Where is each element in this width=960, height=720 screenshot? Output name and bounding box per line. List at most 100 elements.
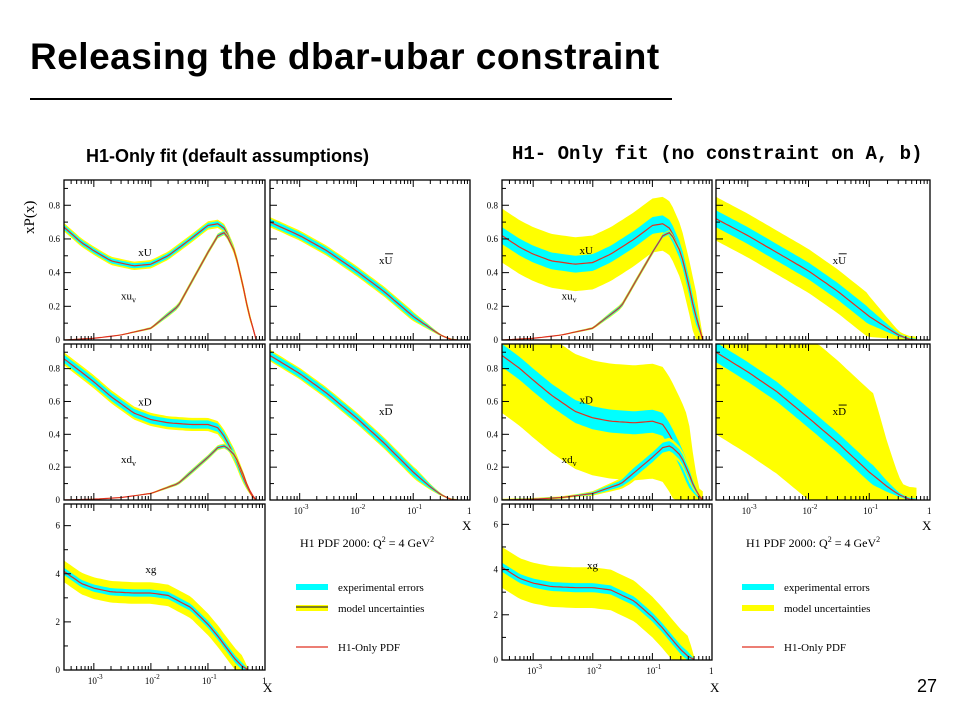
exp-band-xD-bar (270, 351, 458, 500)
model-band-xg (64, 560, 248, 670)
central-line-xU (502, 223, 704, 340)
page-number: 27 (917, 676, 938, 696)
central-line-xuv (502, 231, 704, 340)
legend-label-2: H1-Only PDF (784, 642, 846, 654)
central-line-xg (64, 570, 249, 670)
exp-band-xg (502, 562, 695, 660)
info-text: H1 PDF 2000: Q2 = 4 GeV2 (746, 535, 880, 550)
panel-frame (501, 343, 713, 501)
panel-1-0 (502, 196, 704, 340)
x-axis-label: X (263, 680, 273, 695)
model-band-xD (64, 352, 257, 500)
central-line-xdv (502, 445, 704, 500)
central-line-xD (64, 358, 257, 500)
exp-band-xD-bar (716, 344, 917, 500)
right-chart-title: H1- Only fit (no constraint on A, b) (512, 143, 923, 165)
x-tick-label: 10-2 (145, 673, 160, 686)
x-tick-label: 1 (927, 506, 932, 516)
central-line-xU (64, 223, 257, 340)
curve-label-xU-bar: xU (379, 255, 393, 267)
y-tick-label: 0.4 (49, 268, 61, 278)
panel-1-1 (716, 196, 917, 340)
panel-frame (63, 343, 266, 501)
panel-frame (501, 503, 713, 661)
central-line-xD-bar (716, 351, 917, 500)
y-tick-label: 0 (494, 495, 499, 505)
curve-label-xg: xg (145, 564, 157, 576)
exp-band-xdv (502, 441, 703, 500)
curve-label-xU-bar: xU (833, 255, 847, 267)
central-line-xuv (64, 231, 257, 340)
y-tick-label: 0.2 (487, 301, 498, 311)
legend-label-1: model uncertainties (338, 603, 424, 615)
y-tick-label: 0.4 (487, 268, 499, 278)
curve-label-xdv: xdv (562, 454, 577, 468)
slide-title: Releasing the dbar-ubar constraint (30, 36, 660, 77)
y-tick-label: 6 (494, 519, 499, 529)
y-tick-label: 0.8 (487, 200, 499, 210)
x-tick-label: 10-1 (863, 503, 878, 516)
curve-label-xD: xD (580, 395, 594, 407)
y-tick-label: 0 (56, 665, 61, 675)
y-tick-label: 0.2 (49, 462, 60, 472)
x-axis-label: X (710, 680, 720, 695)
panel-frame (63, 179, 266, 341)
legend-label-0: experimental errors (784, 582, 870, 594)
exp-band-xdv (64, 444, 257, 500)
panel-1-2 (502, 344, 704, 500)
y-tick-label: 0.8 (49, 200, 61, 210)
panel-frame (269, 343, 471, 501)
y-tick-label: 0.4 (487, 429, 499, 439)
legend-label-2: H1-Only PDF (338, 642, 400, 654)
x-tick-label: 10-3 (294, 503, 309, 516)
exp-band-xg (64, 567, 248, 670)
x-tick-label: 10-1 (202, 673, 217, 686)
panel-frame (269, 179, 471, 341)
x-axis-label: X (922, 518, 932, 533)
panel-0-1 (270, 217, 458, 340)
x-tick-label: 10-2 (350, 503, 365, 516)
curve-label-xuv: xuv (121, 291, 136, 305)
curve-label-xD-bar: xD (833, 406, 847, 418)
curve-label-xD-bar: xD (379, 406, 393, 418)
panel-frame (63, 503, 266, 671)
panel-frame (715, 179, 931, 341)
curve-label-xU: xU (138, 247, 152, 259)
y-tick-label: 0.6 (49, 234, 61, 244)
panel-0-4 (64, 560, 249, 670)
panel-0-2 (64, 352, 257, 500)
y-tick-label: 0.4 (49, 429, 61, 439)
central-line-xU-bar (270, 221, 458, 340)
y-tick-label: 0 (494, 335, 499, 345)
y-tick-label: 4 (56, 569, 61, 579)
x-tick-label: 10-1 (646, 663, 661, 676)
x-tick-label: 1 (262, 676, 267, 686)
model-band-xU (502, 196, 703, 340)
y-tick-label: 0.6 (49, 396, 61, 406)
curve-label-xD: xD (138, 396, 152, 408)
model-band-xg (502, 547, 695, 660)
x-tick-label: 10-2 (803, 503, 818, 516)
curve-label-xuv: xuv (562, 291, 577, 305)
y-tick-label: 0.8 (49, 364, 61, 374)
y-tick-label: 0 (56, 495, 61, 505)
x-tick-label: 10-2 (587, 663, 602, 676)
y-tick-label: 0 (56, 335, 61, 345)
y-tick-label: 0 (494, 655, 499, 665)
x-tick-label: 1 (709, 666, 714, 676)
legend-label-1: model uncertainties (784, 603, 870, 615)
central-line-xD (502, 355, 704, 500)
y-tick-label: 0.8 (487, 364, 499, 374)
x-tick-label: 10-3 (742, 503, 757, 516)
panel-1-3 (716, 344, 917, 500)
curve-label-xg: xg (587, 560, 599, 572)
y-tick-label: 0.2 (49, 301, 60, 311)
panel-0-3 (270, 349, 458, 500)
exp-band-xD (502, 344, 703, 500)
left-chart-title: H1-Only fit (default assumptions) (86, 146, 370, 166)
info-text: H1 PDF 2000: Q2 = 4 GeV2 (300, 535, 434, 550)
central-line-xU-bar (716, 218, 917, 340)
exp-band-xU-bar (716, 210, 917, 340)
x-tick-label: 10-3 (88, 673, 103, 686)
